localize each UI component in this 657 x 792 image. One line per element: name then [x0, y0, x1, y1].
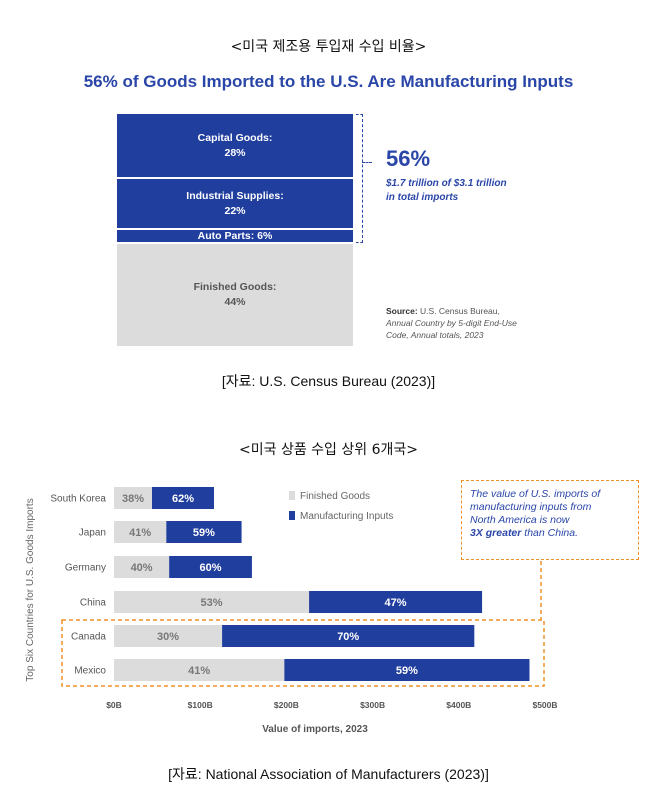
legend-label-inputs: Manufacturing Inputs — [300, 511, 393, 522]
callout-line-1: $1.7 trillion of $3.1 trillion — [386, 178, 507, 189]
source-line-3: Code, Annual totals, 2023 — [386, 330, 484, 340]
x-tick-label: $100B — [188, 700, 213, 710]
bar-finished-mexico — [114, 659, 285, 681]
label-inputs-south-korea: 62% — [172, 493, 194, 505]
annotation-box: The value of U.S. imports of manufacturi… — [461, 480, 639, 560]
bar-inputs-canada — [222, 625, 475, 647]
label-inputs-japan: 59% — [193, 527, 215, 539]
callout-percent: 56% — [386, 146, 431, 171]
bar-inputs-china — [309, 591, 483, 613]
bottom-caption: [자료: National Association of Manufacture… — [168, 766, 489, 782]
label-finished-canada: 30% — [157, 631, 179, 643]
x-tick-label: $500B — [532, 700, 557, 710]
bar-inputs-mexico — [284, 659, 530, 681]
source-line-2: Annual Country by 5-digit End-Use — [386, 318, 517, 328]
category-label-canada: Canada — [71, 632, 106, 643]
segment-auto-parts: Auto Parts: 6% — [117, 230, 353, 242]
source-note: Source: U.S. Census Bureau, Annual Count… — [386, 305, 576, 341]
x-tick-label: $0B — [106, 700, 122, 710]
bottom-heading: <미국 상품 수입 상위 6개국> — [239, 442, 418, 458]
bar-finished-germany — [114, 556, 170, 578]
x-tick-label: $300B — [360, 700, 385, 710]
label-inputs-mexico: 59% — [396, 665, 418, 677]
top-caption: [자료: U.S. Census Bureau (2023)] — [221, 373, 436, 389]
bar-finished-china — [114, 591, 310, 613]
bar-inputs-germany — [169, 556, 252, 578]
bar-inputs-south-korea — [151, 487, 214, 509]
callout-bracket — [356, 114, 363, 243]
label-finished-china: 53% — [201, 597, 223, 609]
highlight-box — [61, 619, 545, 687]
bar-finished-japan — [114, 521, 167, 543]
annotation-line-1: The value of U.S. imports of — [470, 488, 601, 500]
segment-capital-goods: Capital Goods: 28% — [117, 114, 353, 177]
segment-label: Auto Parts: 6% — [197, 229, 273, 242]
top-chart-title: 56% of Goods Imported to the U.S. Are Ma… — [83, 72, 574, 91]
segment-value: 28% — [224, 146, 246, 159]
segment-value: 44% — [224, 296, 246, 308]
segment-finished-goods: Finished Goods: 44% — [117, 244, 353, 346]
legend-label-finished: Finished Goods — [300, 491, 370, 502]
source-line-1: U.S. Census Bureau, — [420, 306, 500, 316]
y-axis-label: Top Six Countries for U.S. Goods Imports — [25, 498, 36, 681]
segment-name: Finished Goods: — [193, 281, 277, 293]
label-inputs-china: 47% — [385, 597, 407, 609]
label-finished-germany: 40% — [131, 562, 153, 574]
annotation-line-4: than China. — [521, 527, 578, 539]
category-label-japan: Japan — [79, 528, 106, 539]
country-imports-chart: South Korea 38% 62% Japan 41% 59% Germany 40% 60… — [25, 487, 558, 735]
annotation-line-3: North America is now — [470, 514, 570, 526]
x-tick-label: $200B — [274, 700, 299, 710]
category-label-china: China — [80, 598, 107, 609]
bar-finished-south-korea — [114, 487, 152, 509]
bar-inputs-japan — [166, 521, 242, 543]
category-label-mexico: Mexico — [74, 666, 106, 677]
segment-name: Capital Goods: — [197, 131, 273, 144]
legend-swatch-inputs — [289, 511, 295, 520]
legend-swatch-finished — [289, 491, 295, 500]
annotation-emphasis: 3X greater — [470, 527, 522, 539]
label-inputs-canada: 70% — [337, 631, 359, 643]
label-finished-south-korea: 38% — [122, 493, 144, 505]
x-axis-label: Value of imports, 2023 — [262, 724, 368, 735]
segment-name: Industrial Supplies: — [186, 189, 284, 202]
callout-line-2: in total imports — [386, 192, 459, 203]
top-heading: <미국 제조용 투입재 수입 비율> — [230, 39, 427, 55]
callout-bracket-tick — [362, 162, 372, 163]
segment-industrial-supplies: Industrial Supplies: 22% — [117, 179, 353, 228]
label-finished-japan: 41% — [129, 527, 151, 539]
label-inputs-germany: 60% — [200, 562, 222, 574]
category-label-germany: Germany — [65, 563, 106, 574]
callout-text: $1.7 trillion of $3.1 trillion in total … — [386, 177, 556, 205]
source-label: Source: — [386, 306, 418, 316]
bar-finished-canada — [114, 625, 223, 647]
x-tick-label: $400B — [446, 700, 471, 710]
category-label-south-korea: South Korea — [50, 494, 106, 505]
annotation-line-2: manufacturing inputs from — [470, 501, 592, 513]
label-finished-mexico: 41% — [188, 665, 210, 677]
segment-value: 22% — [224, 204, 246, 217]
